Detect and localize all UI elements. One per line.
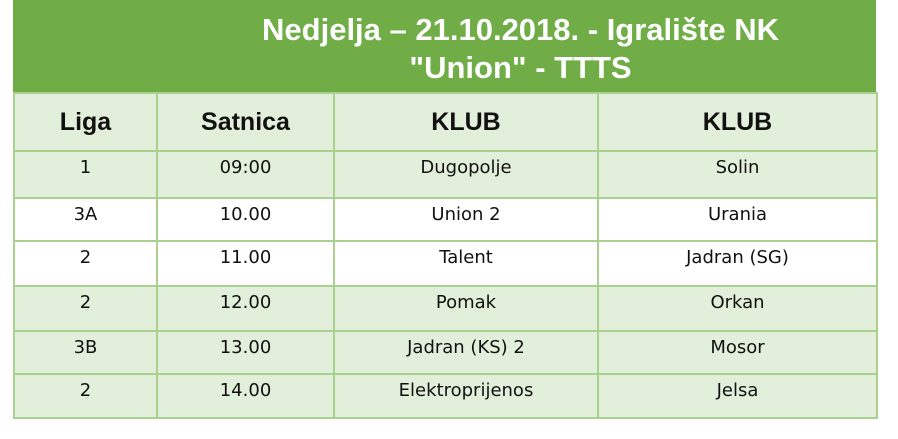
table-row: 2 12.00 Pomak Orkan xyxy=(13,285,878,332)
cell-klub-home: Dugopolje xyxy=(333,150,599,199)
cell-satnica: 14.00 xyxy=(156,373,335,419)
cell-klub-away: Jelsa xyxy=(597,373,878,419)
cell-liga: 1 xyxy=(13,150,158,199)
cell-klub-away: Mosor xyxy=(597,330,878,375)
column-header-liga: Liga xyxy=(13,92,158,152)
cell-liga: 3A xyxy=(13,197,158,242)
table-title: Nedjelja – 21.10.2018. - Igralište NK "U… xyxy=(13,0,876,92)
cell-satnica: 09:00 xyxy=(156,150,335,199)
table-row: 3A 10.00 Union 2 Urania xyxy=(13,197,878,242)
cell-satnica: 10.00 xyxy=(156,197,335,242)
column-header-klub-away: KLUB xyxy=(597,92,878,152)
cell-klub-away: Solin xyxy=(597,150,878,199)
cell-satnica: 12.00 xyxy=(156,285,335,332)
cell-klub-home: Union 2 xyxy=(333,197,599,242)
cell-klub-home: Elektroprijenos xyxy=(333,373,599,419)
table-row: 3B 13.00 Jadran (KS) 2 Mosor xyxy=(13,330,878,375)
cell-klub-home: Talent xyxy=(333,240,599,287)
cell-liga: 3B xyxy=(13,330,158,375)
schedule-table-container: Nedjelja – 21.10.2018. - Igralište NK "U… xyxy=(13,0,878,419)
cell-satnica: 11.00 xyxy=(156,240,335,287)
cell-klub-away: Urania xyxy=(597,197,878,242)
table-row: 1 09:00 Dugopolje Solin xyxy=(13,150,878,199)
cell-klub-home: Pomak xyxy=(333,285,599,332)
cell-liga: 2 xyxy=(13,373,158,419)
schedule-table: Liga Satnica KLUB KLUB 1 09:00 Dugopolje So… xyxy=(13,92,878,419)
cell-satnica: 13.00 xyxy=(156,330,335,375)
column-header-klub-home: KLUB xyxy=(333,92,599,152)
cell-liga: 2 xyxy=(13,240,158,287)
cell-klub-away: Jadran (SG) xyxy=(597,240,878,287)
cell-klub-away: Orkan xyxy=(597,285,878,332)
title-line-1: Nedjelja – 21.10.2018. - Igralište NK xyxy=(262,12,779,47)
cell-klub-home: Jadran (KS) 2 xyxy=(333,330,599,375)
title-line-2: "Union" - TTTS xyxy=(409,50,632,85)
table-row: 2 14.00 Elektroprijenos Jelsa xyxy=(13,373,878,419)
cell-liga: 2 xyxy=(13,285,158,332)
table-row: 2 11.00 Talent Jadran (SG) xyxy=(13,240,878,287)
header-row: Liga Satnica KLUB KLUB xyxy=(13,92,878,152)
column-header-satnica: Satnica xyxy=(156,92,335,152)
